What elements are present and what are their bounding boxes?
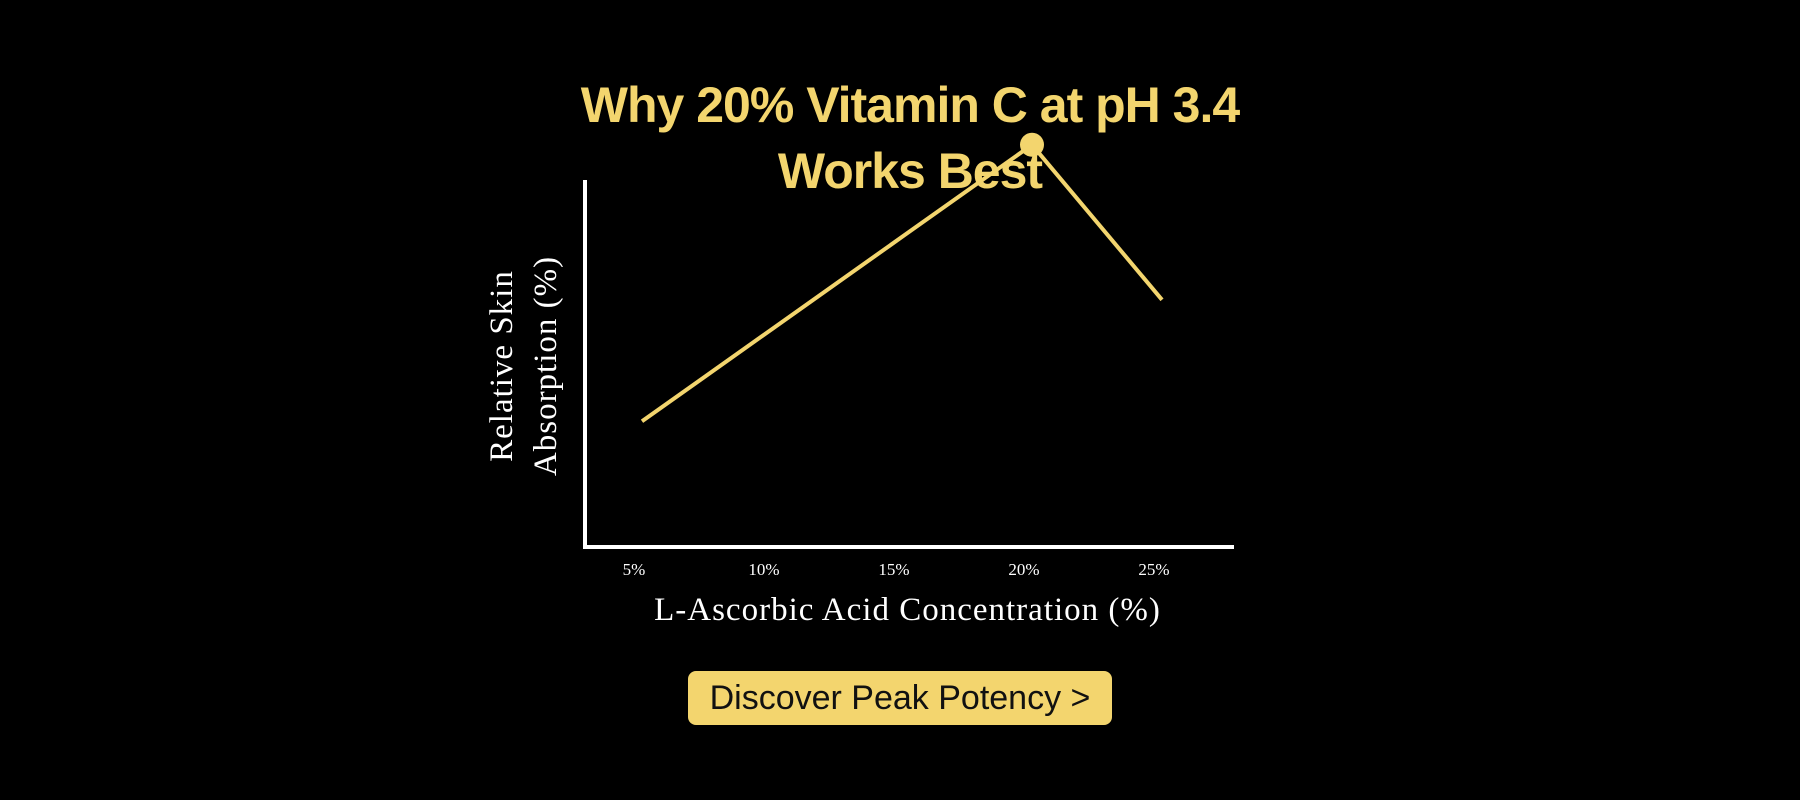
y-axis-label-line-1: Relative Skin (484, 270, 520, 462)
y-axis-label: Relative Skin Absorption (%) (480, 236, 568, 496)
x-tick-label: 15% (878, 560, 909, 579)
peak-point-marker (1020, 132, 1044, 157)
x-tick-label: 5% (623, 560, 646, 579)
chart-title: Why 20% Vitamin C at pH 3.4 Works Best (560, 72, 1260, 204)
x-axis-label: L-Ascorbic Acid Concentration (%) (654, 592, 1161, 628)
x-tick-label: 25% (1138, 560, 1169, 579)
chart-title-line-2: Works Best (777, 143, 1043, 199)
absorption-series-line (640, 142, 1164, 423)
chart-title-line-1: Why 20% Vitamin C at pH 3.4 (580, 77, 1240, 133)
x-tick-label: 20% (1008, 560, 1039, 579)
x-tick-label: 10% (748, 560, 779, 579)
discover-peak-potency-button[interactable]: Discover Peak Potency > (688, 671, 1112, 725)
y-axis-label-line-2: Absorption (%) (528, 255, 564, 477)
